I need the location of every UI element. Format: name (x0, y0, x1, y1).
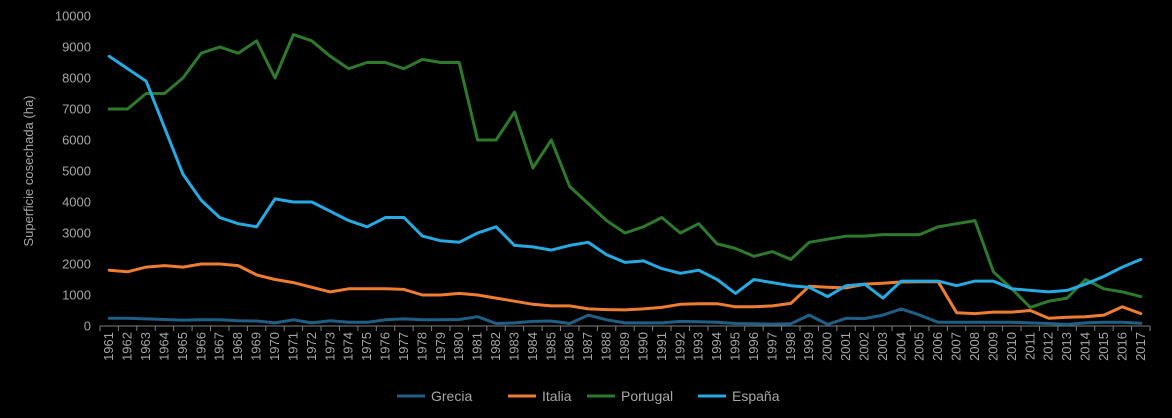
x-tick-label: 1980 (451, 332, 466, 361)
x-tick-label: 1971 (285, 332, 300, 361)
x-tick-label: 2005 (912, 332, 927, 361)
legend-item-españa: España (698, 388, 780, 404)
x-tick-label: 2000 (820, 332, 835, 361)
x-tick-label: 1972 (304, 332, 319, 361)
x-tick-label: 1992 (672, 332, 687, 361)
x-axis: 1961 1962 1963 1964 1965 1966 1967 1968 1969 1970… (99, 325, 1151, 361)
x-tick-label: 2012 (1041, 332, 1056, 361)
y-tick-label: 10000 (55, 9, 91, 24)
x-tick-label: 1985 (543, 332, 558, 361)
x-tick-label: 1961 (101, 332, 116, 361)
y-tick-label: 0 (84, 319, 91, 334)
x-tick-label: 1973 (322, 332, 337, 361)
legend-label: Grecia (431, 388, 472, 404)
x-tick-label: 1984 (525, 332, 540, 361)
x-tick-label: 1975 (359, 332, 374, 361)
x-tick-label: 2016 (1114, 332, 1129, 361)
legend-label: España (732, 388, 780, 404)
x-tick-label: 2009 (985, 332, 1000, 361)
plot-area (107, 33, 1143, 326)
x-tick-label: 2002 (856, 332, 871, 361)
x-tick-label: 1963 (138, 332, 153, 361)
x-tick-label: 1969 (249, 332, 264, 361)
x-tick-label: 1990 (635, 332, 650, 361)
y-tick-label: 7000 (62, 102, 91, 117)
x-tick-label: 2006 (930, 332, 945, 361)
x-tick-label: 2013 (1059, 332, 1074, 361)
legend-label: Portugal (621, 388, 673, 404)
x-tick-label: 1993 (691, 332, 706, 361)
x-tick-label: 2003 (875, 332, 890, 361)
x-tick-label: 1987 (580, 332, 595, 361)
y-tick-label: 5000 (62, 164, 91, 179)
x-tick-label: 1974 (341, 332, 356, 361)
x-tick-label: 1998 (783, 332, 798, 361)
legend-label: Italia (542, 388, 572, 404)
x-tick-label: 1997 (764, 332, 779, 361)
x-tick-label: 1964 (156, 332, 171, 361)
legend: Grecia Italia Portugal España (397, 388, 780, 404)
x-tick-label: 1996 (746, 332, 761, 361)
x-tick-label: 1979 (433, 332, 448, 361)
x-tick-label: 1995 (728, 332, 743, 361)
y-tick-label: 1000 (62, 288, 91, 303)
series-line-grecia (107, 307, 1143, 326)
x-tick-label: 1968 (230, 332, 245, 361)
legend-item-portugal: Portugal (587, 388, 673, 404)
x-tick-label: 2007 (949, 332, 964, 361)
x-tick-label: 1988 (599, 332, 614, 361)
x-tick-label: 1977 (396, 332, 411, 361)
x-tick-label: 1962 (120, 332, 135, 361)
x-tick-label: 2015 (1096, 332, 1111, 361)
x-tick-label: 1991 (654, 332, 669, 361)
y-tick-label: 9000 (62, 40, 91, 55)
x-tick-label: 1994 (709, 332, 724, 361)
x-tick-label: 1966 (193, 332, 208, 361)
x-tick-label: 2004 (893, 332, 908, 361)
x-tick-label: 1978 (414, 332, 429, 361)
x-tick-label: 2010 (1004, 332, 1019, 361)
y-axis-label: Superficie cosechada (ha) (21, 95, 36, 246)
series-line-españa (107, 54, 1143, 300)
x-tick-label: 1976 (378, 332, 393, 361)
x-tick-label: 1981 (470, 332, 485, 361)
y-tick-label: 2000 (62, 257, 91, 272)
x-tick-label: 1989 (617, 332, 632, 361)
x-tick-label: 1983 (506, 332, 521, 361)
series-line-italia (107, 262, 1143, 320)
y-tick-label: 3000 (62, 226, 91, 241)
x-tick-label: 1965 (175, 332, 190, 361)
y-tick-label: 6000 (62, 133, 91, 148)
x-tick-label: 1970 (267, 332, 282, 361)
y-tick-label: 8000 (62, 71, 91, 86)
x-tick-label: 2008 (967, 332, 982, 361)
x-tick-label: 1986 (562, 332, 577, 361)
x-tick-label: 2011 (1022, 332, 1037, 360)
x-tick-label: 1982 (488, 332, 503, 361)
x-tick-label: 1999 (801, 332, 816, 361)
series-line-portugal (107, 33, 1143, 309)
y-tick-label: 4000 (62, 195, 91, 210)
x-tick-label: 1967 (212, 332, 227, 361)
x-tick-label: 2014 (1078, 332, 1093, 361)
y-axis: 0 1000 2000 3000 4000 5000 6000 7000 8000 9000 100… (55, 9, 91, 334)
x-tick-label: 2001 (838, 332, 853, 361)
x-tick-label: 2017 (1133, 332, 1148, 361)
legend-item-grecia: Grecia (397, 388, 472, 404)
legend-item-italia: Italia (508, 388, 572, 404)
